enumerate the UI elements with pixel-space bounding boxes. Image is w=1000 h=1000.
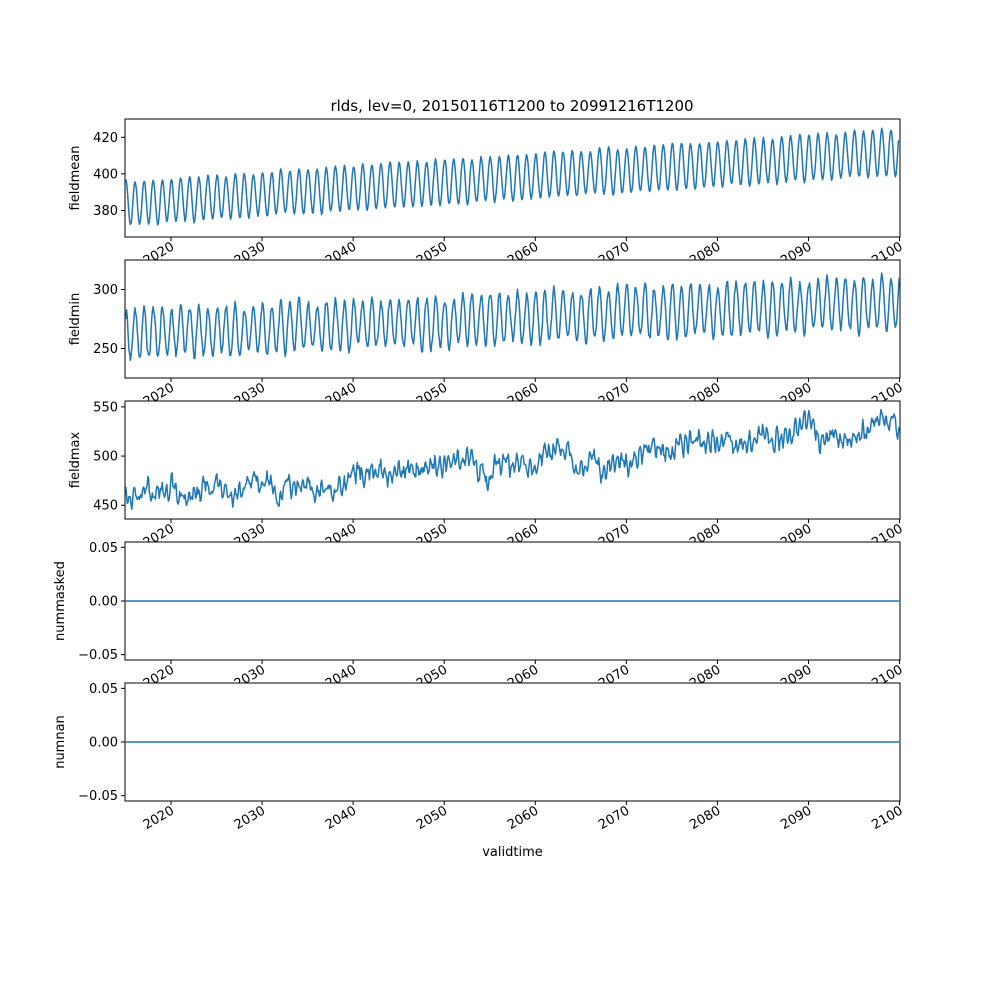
y-tick-label: 250 xyxy=(93,342,118,357)
y-axis-label: numnan xyxy=(53,715,68,769)
y-axis-label: fieldmax xyxy=(68,432,83,489)
y-tick-label: 0.00 xyxy=(89,595,118,610)
y-tick-label: 400 xyxy=(93,167,118,182)
y-tick-label: 380 xyxy=(93,204,118,219)
series-line-fieldmin xyxy=(125,272,900,361)
series-line-fieldmax xyxy=(125,408,900,510)
y-tick-label: 500 xyxy=(93,450,118,465)
y-axis-label: fieldmean xyxy=(68,146,83,211)
axes-frame xyxy=(124,259,901,379)
y-tick-label: −0.05 xyxy=(78,648,118,663)
y-tick-label: 450 xyxy=(93,499,118,514)
y-tick-label: 0.00 xyxy=(89,736,118,751)
y-tick-label: −0.05 xyxy=(78,789,118,804)
series-line-fieldmean xyxy=(125,127,900,226)
y-tick-label: 0.05 xyxy=(89,541,118,556)
y-tick-label: 0.05 xyxy=(89,682,118,697)
y-axis-label: nummasked xyxy=(53,561,68,641)
axes-frame xyxy=(124,118,901,238)
y-tick-label: 550 xyxy=(93,400,118,415)
axes-background xyxy=(125,401,900,519)
axes-frame xyxy=(124,400,901,520)
chart-title: rlds, lev=0, 20150116T1200 to 20991216T1… xyxy=(330,97,693,115)
y-axis-label: fieldmin xyxy=(68,293,83,346)
y-tick-label: 300 xyxy=(93,283,118,298)
axes-background xyxy=(125,260,900,378)
y-tick-label: 420 xyxy=(93,131,118,146)
x-axis-label: validtime xyxy=(482,845,543,860)
